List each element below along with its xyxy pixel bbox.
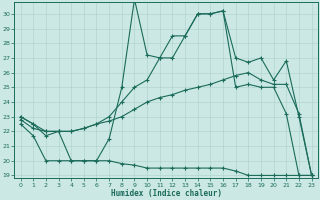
X-axis label: Humidex (Indice chaleur): Humidex (Indice chaleur) (111, 189, 221, 198)
